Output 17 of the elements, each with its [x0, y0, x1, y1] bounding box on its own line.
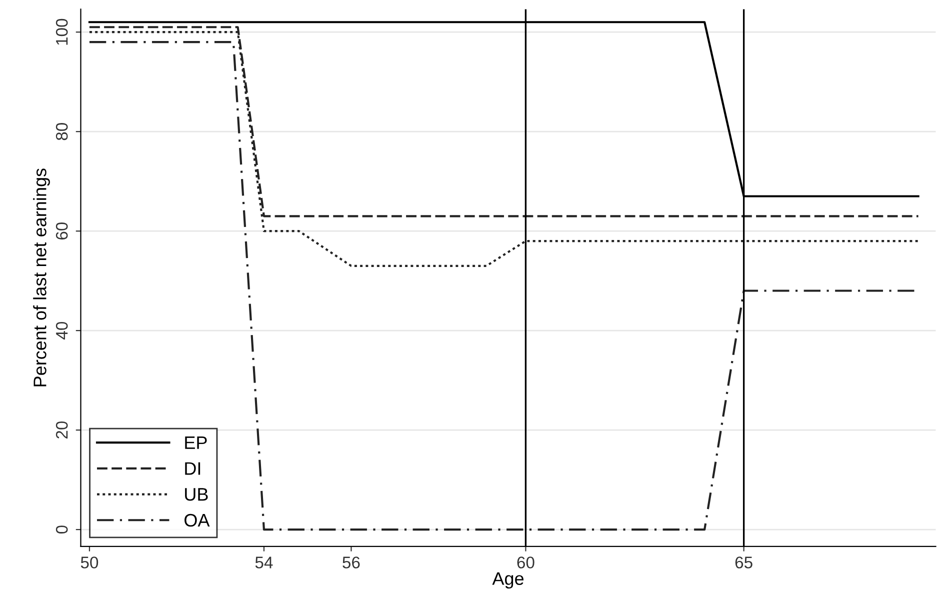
y-axis-title: Percent of last net earnings [33, 168, 50, 386]
x-axis-title: Age [492, 572, 524, 589]
legend-label: DI [185, 462, 200, 475]
y-tick-label: 60 [56, 222, 68, 240]
x-tick-label: 56 [342, 556, 360, 568]
y-tick-label: 0 [56, 526, 68, 534]
x-tick-label: 54 [255, 556, 273, 568]
legend-label: OA [184, 514, 210, 527]
y-tick-label: 100 [56, 18, 68, 45]
x-tick-label: 60 [517, 556, 534, 568]
y-tick-label: 20 [56, 421, 68, 438]
y-tick-label: 80 [56, 122, 68, 140]
y-tick-label: 40 [56, 322, 68, 340]
legend-label: UB [185, 488, 208, 501]
x-tick-label: 50 [80, 556, 98, 568]
x-tick-label: 65 [735, 556, 752, 568]
legend-label: EP [185, 436, 207, 449]
